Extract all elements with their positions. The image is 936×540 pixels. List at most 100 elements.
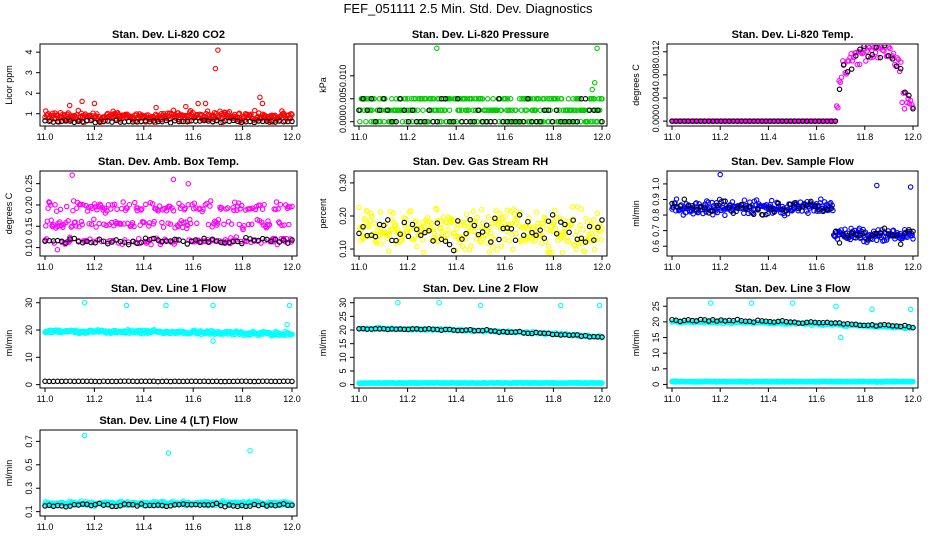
data-point [111,201,118,208]
panel-title: Stan. Dev. Line 1 Flow [111,283,227,295]
data-point [414,244,420,250]
data-point [200,206,206,213]
data-point [578,235,585,242]
data-point [180,219,187,226]
data-point [285,240,291,246]
panel-title: Stan. Dev. Li-820 Temp. [732,29,854,41]
data-point [91,201,98,207]
data-point [426,227,432,234]
panel-4: Stan. Dev. Amb. Box Temp. degrees C 0.10 0.… [4,156,301,272]
data-point [804,202,810,209]
data-point [889,56,896,62]
data-point [65,218,71,224]
data-point [430,96,437,102]
data-point [433,206,440,213]
data-point [357,118,363,125]
data-point [492,118,498,125]
x-tick-label: 11.2 [86,522,103,532]
data-point [415,231,422,238]
data-point [808,198,814,205]
data-point [861,45,867,50]
data-point [289,203,295,210]
x-tick-label: 11.0 [351,132,368,142]
data-point [533,209,540,215]
data-point [259,219,265,226]
data-point [789,300,796,306]
data-point [146,223,152,229]
data-point [397,231,403,237]
y-axis-label: kPa [318,77,328,93]
data-point [582,96,589,102]
data-point [484,96,491,102]
data-point [63,203,70,210]
data-point [877,229,884,236]
series-box-temp [42,172,295,253]
data-point [248,221,255,228]
y-tick-label: 0.010 [338,65,348,88]
data-point [753,197,760,203]
data-point [385,248,392,254]
data-point [257,94,263,101]
data-point [75,107,82,114]
data-point [471,118,478,125]
data-point [440,214,447,220]
data-point [449,218,456,224]
x-tick-label: 11.6 [496,262,513,272]
data-point [201,235,207,242]
data-point [569,204,576,210]
data-point [545,243,552,249]
data-point [393,237,399,244]
data-point [481,235,487,241]
data-point [272,236,279,243]
data-point [568,221,574,228]
x-tick-label: 11.0 [351,262,368,272]
data-point [587,118,594,125]
x-tick-label: 11.2 [86,394,103,404]
data-point [445,226,451,233]
data-point [114,206,120,212]
data-point [411,107,418,113]
data-point [493,207,499,214]
data-point [584,238,590,244]
data-point [187,220,194,227]
data-point [582,239,589,245]
y-tick-label: 2 [24,91,34,96]
data-point [386,231,393,238]
data-point [497,211,503,217]
data-point [840,62,847,68]
data-point [356,107,362,113]
data-point [477,302,484,309]
data-point [401,107,408,113]
data-point [91,100,98,107]
data-point [435,107,441,113]
data-point [57,206,64,213]
data-point [228,221,235,227]
data-point [103,222,109,229]
data-point [218,204,225,211]
data-point [414,107,421,113]
data-point [121,239,128,245]
data-point [428,220,435,227]
data-point [86,220,92,227]
data-point [846,58,852,64]
data-point [439,107,445,113]
data-point [289,237,295,243]
data-point [681,196,688,203]
y-tick-label: 0 [651,382,661,387]
data-point [431,230,438,237]
data-points [356,299,605,387]
y-tick-label: 20 [651,317,661,327]
data-point [280,237,287,243]
data-point [71,235,78,242]
x-tick-label: 11.8 [234,394,251,404]
data-points [42,299,295,385]
series-black [356,212,605,254]
data-point [419,96,425,102]
data-point [574,228,580,234]
data-point [163,302,169,309]
data-points [669,300,916,385]
data-point [118,221,124,227]
data-point [468,243,474,249]
data-point [875,55,881,61]
data-point [555,96,561,102]
